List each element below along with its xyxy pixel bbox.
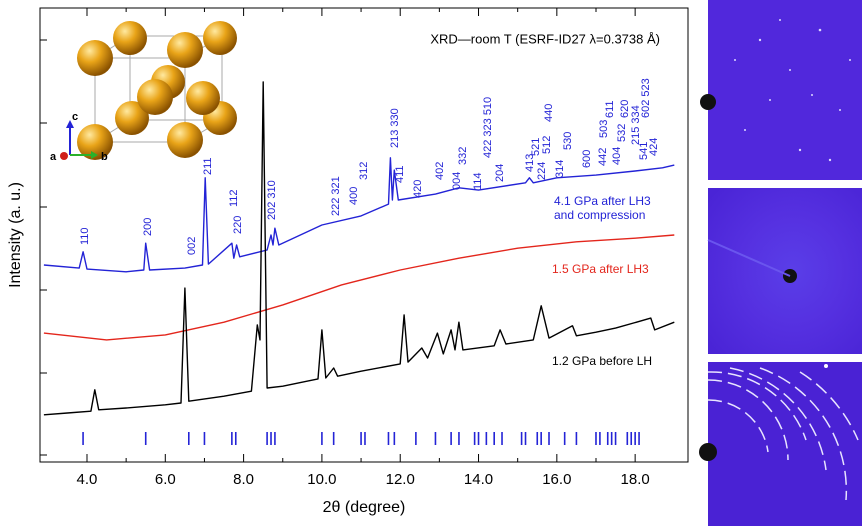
crystal-inset: c b a	[50, 21, 237, 163]
curve	[43, 81, 675, 416]
hkl-label: 332	[457, 147, 469, 165]
hkl-label: 002	[186, 237, 198, 255]
hkl-label: 411	[394, 165, 406, 183]
series-label: 1.5 GPa after LH3	[552, 262, 649, 276]
hkl-label: 611	[604, 100, 616, 118]
x-tick-label: 6.0	[155, 471, 176, 488]
hkl-label: 620	[619, 100, 631, 118]
hkl-label: 211	[202, 157, 214, 175]
hkl-label: 413	[524, 154, 536, 172]
hkl-label: 404	[611, 147, 623, 165]
hkl-label: 402	[434, 162, 446, 180]
x-tick-label: 12.0	[386, 471, 415, 488]
y-axis-label: Intensity (a. u.)	[7, 182, 24, 288]
x-tick-label: 10.0	[307, 471, 336, 488]
hkl-label: 512	[541, 136, 553, 154]
x-tick-label: 16.0	[542, 471, 571, 488]
hkl-label: 110	[79, 227, 91, 245]
hkl-label: 424	[648, 138, 660, 156]
hkl-label: 400	[348, 187, 360, 205]
x-tick-label: 18.0	[621, 471, 650, 488]
y-axis-ticks	[40, 39, 47, 456]
hkl-label: 200	[142, 218, 154, 236]
hkl-label: 530	[562, 132, 574, 150]
hkl-label: 312	[358, 162, 370, 180]
annotation: XRD—room T (ESRF-ID27 λ=0.3738 Å)	[430, 31, 660, 46]
series-label-note: and compression	[554, 208, 645, 222]
hkl-label: 440	[543, 104, 555, 122]
hkl-label: 204	[494, 164, 506, 182]
hkl-label: 220	[232, 216, 244, 234]
hkl-label: 532	[616, 124, 628, 142]
hkl-label: 420	[412, 180, 424, 198]
x-tick-label: 4.0	[77, 471, 98, 488]
hkl-label: 422 323 510	[482, 97, 494, 158]
hkl-label: 224	[536, 162, 548, 180]
hkl-label: 600	[581, 150, 593, 168]
series-label: 4.1 GPa after LH3	[554, 194, 651, 208]
x-axis-label: 2θ (degree)	[323, 499, 406, 516]
axis-letter: b	[101, 151, 108, 163]
hkl-label: 602 523	[640, 78, 652, 118]
x-tick-label: 8.0	[233, 471, 254, 488]
curve	[43, 157, 675, 273]
hkl-label: 114	[472, 172, 484, 190]
axis-letter: a	[50, 151, 57, 163]
axis-letter: c	[72, 111, 78, 123]
detector-images	[699, 0, 862, 526]
hkl-label: 503	[598, 120, 610, 138]
hkl-label: 213 330	[389, 108, 401, 148]
curve	[43, 234, 675, 341]
hkl-label: 521	[530, 138, 542, 156]
x-tick-label: 14.0	[464, 471, 493, 488]
series-label: 1.2 GPa before LH	[552, 354, 652, 368]
hkl-label: 314	[554, 160, 566, 178]
hkl-label: 202 310	[266, 180, 278, 220]
hkl-label: 222 321	[330, 176, 342, 216]
hkl-label: 215 334	[630, 105, 642, 145]
hkl-label: 112	[228, 189, 240, 207]
hkl-label: 442	[597, 148, 609, 166]
plot-frame	[39, 7, 689, 463]
hkl-label: 541	[638, 142, 650, 160]
hkl-label: 004	[451, 172, 463, 190]
